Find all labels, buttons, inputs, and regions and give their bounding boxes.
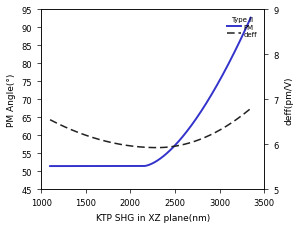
PM xyxy=(84,165,87,168)
PM xyxy=(249,17,253,20)
deff xyxy=(183,143,186,146)
deff xyxy=(167,146,170,149)
PM xyxy=(199,110,203,113)
deff xyxy=(139,146,142,149)
PM xyxy=(139,165,142,168)
deff xyxy=(200,138,203,141)
deff xyxy=(155,147,159,149)
deff xyxy=(100,139,103,142)
X-axis label: KTP SHG in XZ plane(nm): KTP SHG in XZ plane(nm) xyxy=(95,213,210,222)
PM xyxy=(48,165,52,168)
deff xyxy=(48,119,52,122)
PM xyxy=(100,165,103,168)
Line: deff: deff xyxy=(50,109,251,148)
deff xyxy=(249,108,253,110)
Line: PM: PM xyxy=(50,19,251,166)
deff xyxy=(84,134,87,137)
Legend: PM, deff: PM, deff xyxy=(225,16,258,39)
PM xyxy=(182,134,186,137)
PM xyxy=(167,151,170,154)
Y-axis label: deff(pm/V): deff(pm/V) xyxy=(284,76,293,124)
Y-axis label: PM Angle(°): PM Angle(°) xyxy=(7,74,16,127)
